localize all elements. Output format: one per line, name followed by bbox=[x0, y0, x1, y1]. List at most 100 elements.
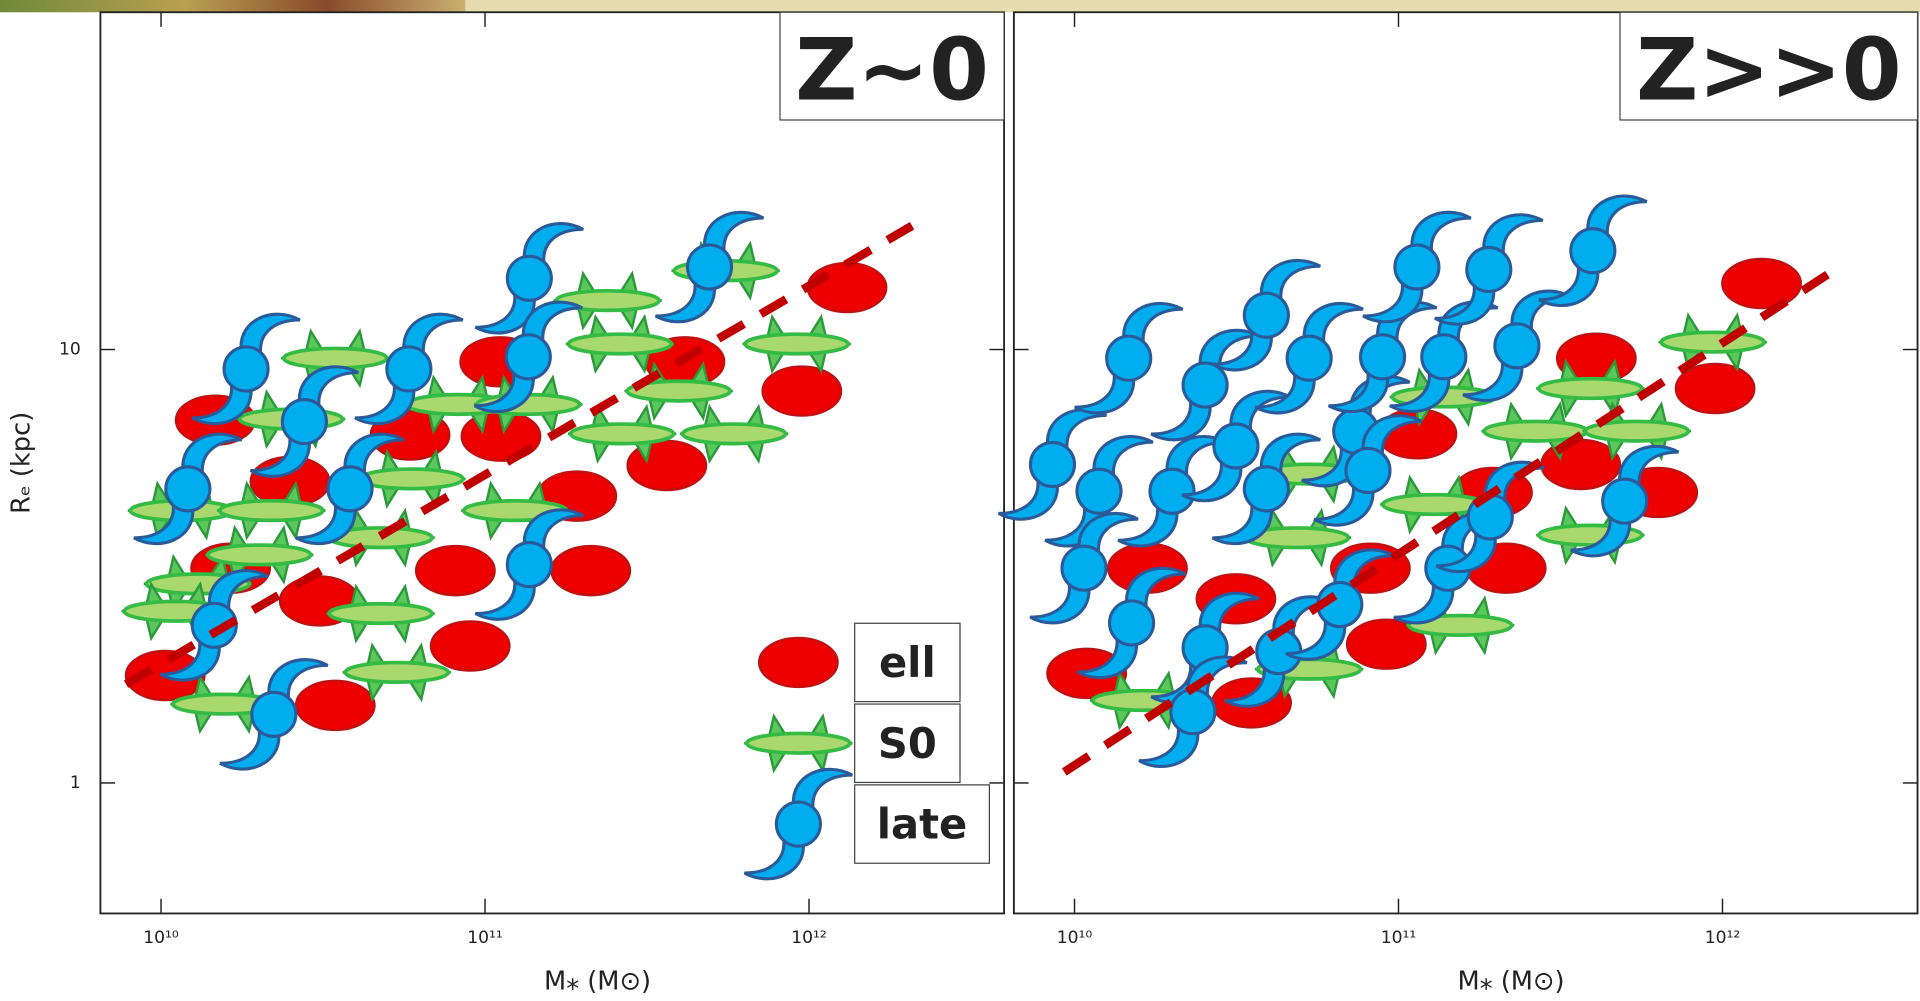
late-arm bbox=[239, 312, 301, 357]
s0-disk bbox=[1583, 419, 1691, 443]
late-arm bbox=[1029, 580, 1091, 625]
galaxy-ell bbox=[761, 365, 843, 417]
late-arm bbox=[1211, 327, 1273, 372]
late-bulge bbox=[1285, 334, 1333, 382]
late-bulge bbox=[1060, 544, 1108, 592]
legend-icon bbox=[743, 767, 853, 881]
late-arm bbox=[997, 477, 1059, 521]
late-arm bbox=[1122, 302, 1184, 346]
late-bulge bbox=[1601, 477, 1649, 525]
legend-icon bbox=[757, 636, 839, 689]
s0-disk bbox=[743, 332, 850, 356]
late-arm bbox=[297, 365, 359, 409]
late-arm bbox=[791, 767, 853, 812]
late-arm bbox=[1092, 435, 1154, 479]
late-arm bbox=[521, 300, 583, 345]
s0-disk bbox=[205, 543, 313, 567]
late-bulge bbox=[505, 541, 553, 589]
galaxy-late bbox=[1570, 444, 1680, 558]
late-arm bbox=[1211, 501, 1273, 546]
late-arm bbox=[1302, 302, 1364, 346]
late-arm bbox=[343, 432, 405, 477]
legend-box bbox=[854, 784, 990, 864]
legend-box bbox=[854, 703, 961, 784]
galaxy-ell bbox=[1721, 257, 1802, 310]
late-arm bbox=[1393, 580, 1455, 625]
ell-body bbox=[1345, 618, 1427, 670]
late-arm bbox=[1150, 397, 1212, 442]
late-bulge bbox=[1493, 322, 1541, 370]
galaxy-late bbox=[1074, 302, 1184, 415]
y-tick-label: 10 bbox=[59, 340, 81, 360]
ell-body bbox=[1674, 362, 1756, 415]
x-axis-label: M⁎ (M⊙) bbox=[1458, 967, 1565, 997]
galaxy-s0 bbox=[217, 480, 326, 541]
late-arm bbox=[1046, 408, 1108, 452]
galaxy-late bbox=[1434, 213, 1544, 326]
late-arm bbox=[1198, 591, 1260, 636]
ell-body bbox=[550, 544, 632, 597]
plot-frame bbox=[1012, 11, 1919, 915]
late-bulge bbox=[222, 345, 270, 393]
s0-disk bbox=[554, 288, 661, 313]
late-arm bbox=[1435, 529, 1497, 574]
late-bulge bbox=[505, 254, 553, 302]
x-tick-label: 10¹¹ bbox=[1381, 928, 1417, 948]
late-arm bbox=[1410, 210, 1472, 255]
galaxy-s0 bbox=[1536, 358, 1645, 419]
late-bulge bbox=[1105, 334, 1153, 382]
s0-disk bbox=[680, 422, 788, 446]
late-arm bbox=[1361, 414, 1423, 458]
late-arm bbox=[1389, 369, 1451, 414]
galaxy-s0 bbox=[205, 524, 314, 585]
ell-body bbox=[757, 636, 839, 689]
late-arm bbox=[402, 312, 464, 357]
ell-body bbox=[1721, 257, 1802, 310]
late-arm bbox=[219, 727, 281, 771]
galaxy-ell bbox=[294, 679, 376, 732]
late-arm bbox=[743, 836, 805, 881]
y-axis-label: Rₑ (kpc) bbox=[7, 412, 37, 514]
galaxy-late bbox=[1389, 300, 1499, 414]
late-bulge bbox=[1393, 243, 1441, 291]
late-arm bbox=[1259, 432, 1321, 477]
panel-label: Z>>0 bbox=[1636, 20, 1901, 120]
late-arm bbox=[1117, 503, 1179, 548]
x-tick-label: 10¹⁰ bbox=[143, 928, 179, 948]
galaxy-s0 bbox=[742, 313, 851, 375]
galaxy-ell bbox=[1345, 618, 1427, 670]
late-bulge bbox=[1028, 440, 1077, 489]
legend-box bbox=[854, 622, 961, 703]
late-arm bbox=[1327, 369, 1390, 414]
late-bulge bbox=[385, 345, 433, 393]
late-arm bbox=[1586, 194, 1648, 239]
late-bulge bbox=[280, 398, 328, 446]
s0-disk bbox=[745, 731, 852, 755]
ell-body bbox=[294, 679, 376, 732]
late-arm bbox=[1570, 513, 1632, 558]
late-arm bbox=[1362, 279, 1424, 324]
x-tick-label: 10¹² bbox=[1705, 928, 1741, 948]
late-arm bbox=[133, 501, 195, 546]
fit-line bbox=[1061, 262, 1844, 776]
galaxy-late bbox=[1462, 289, 1572, 402]
late-bulge bbox=[774, 800, 822, 848]
galaxy-ell bbox=[414, 544, 496, 597]
late-arm bbox=[1482, 213, 1544, 257]
panel-label: Z~0 bbox=[795, 20, 989, 120]
late-arm bbox=[1254, 370, 1316, 415]
galaxy-late bbox=[1313, 414, 1423, 527]
late-bulge bbox=[1242, 291, 1290, 339]
s0-disk bbox=[1659, 330, 1766, 354]
late-arm bbox=[1181, 458, 1243, 503]
galaxy-late bbox=[1538, 194, 1648, 307]
late-arm bbox=[1259, 259, 1321, 303]
late-arm bbox=[295, 501, 357, 546]
late-arm bbox=[191, 381, 253, 426]
late-bulge bbox=[1107, 599, 1156, 647]
x-tick-label: 10¹¹ bbox=[467, 928, 503, 948]
late-arm bbox=[181, 432, 243, 477]
galaxy-late bbox=[1285, 548, 1395, 661]
